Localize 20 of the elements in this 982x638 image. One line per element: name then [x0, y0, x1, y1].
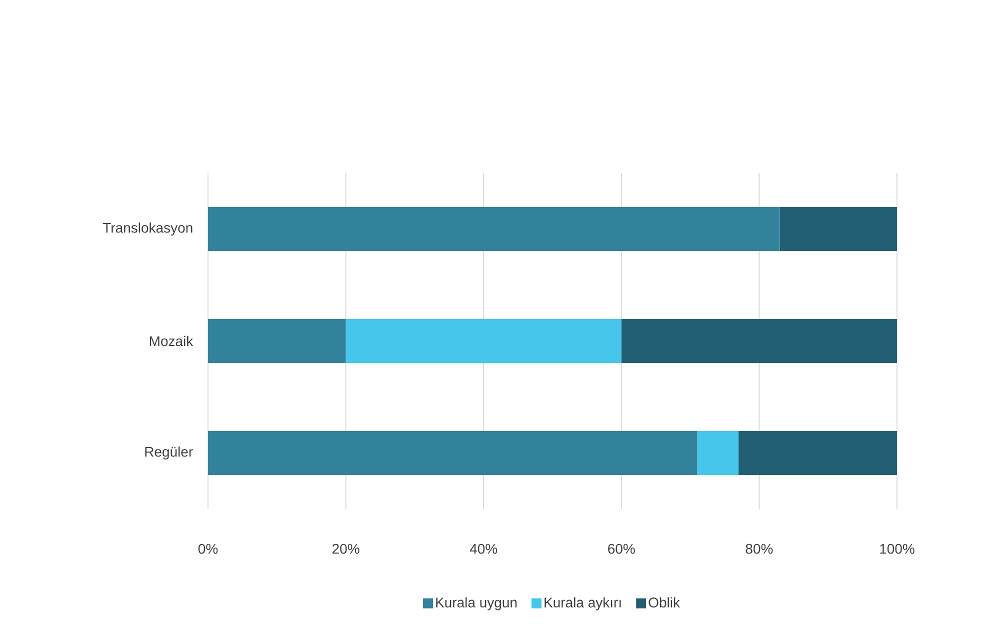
- bar: [697, 431, 739, 475]
- x-tick-label: 100%: [880, 544, 914, 554]
- bar: [621, 319, 898, 364]
- bar: [780, 207, 898, 252]
- y-tick-label: Translokasyon: [102, 222, 192, 236]
- x-tick-label: 40%: [470, 544, 498, 554]
- bar: [208, 431, 698, 475]
- legend-label: Kurala aykırı: [544, 597, 621, 610]
- y-tick-label: Regüler: [145, 446, 193, 460]
- bar: [208, 207, 780, 252]
- legend-label: Kurala uygun: [436, 597, 517, 610]
- bar: [346, 319, 622, 364]
- x-tick-label: 80%: [746, 544, 773, 554]
- x-tick-label: 20%: [332, 544, 360, 554]
- bar: [738, 431, 898, 475]
- x-tick-label: 0%: [198, 544, 218, 554]
- y-tick-label: Mozaik: [150, 336, 194, 346]
- bar: [208, 319, 346, 364]
- x-tick-label: 60%: [608, 544, 635, 554]
- legend-label: Oblik: [648, 597, 680, 608]
